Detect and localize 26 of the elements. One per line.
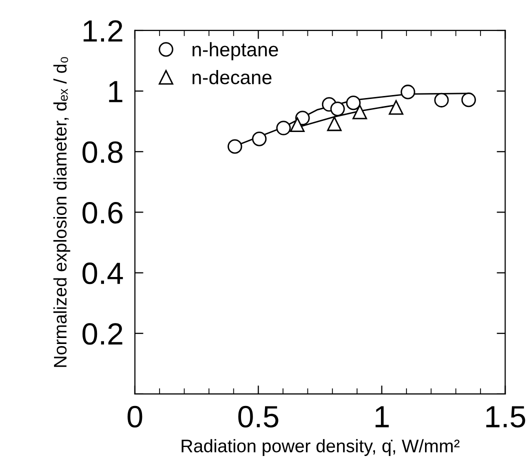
legend-label: n-decane xyxy=(192,70,272,84)
y-tick-label: 1.2 xyxy=(84,20,122,42)
point xyxy=(228,139,242,154)
point xyxy=(400,84,416,100)
legend-label: n-heptane xyxy=(192,42,278,60)
point xyxy=(434,92,449,108)
x-tick-label: 0.5 xyxy=(238,406,278,428)
point xyxy=(330,102,345,116)
point xyxy=(276,120,291,136)
y-tick-label: 0.2 xyxy=(82,323,122,345)
y-tick-label: 0.8 xyxy=(82,141,122,164)
x-tick-label: 1 xyxy=(376,406,389,428)
x-tick-label: 0 xyxy=(128,406,142,428)
point xyxy=(346,96,361,110)
point xyxy=(252,132,267,146)
y-tick-label: 1 xyxy=(109,81,122,102)
y-axis-title: Normalized explosion diameter, dₑₓ / d₀ xyxy=(53,57,70,367)
y-tick-label: 0.4 xyxy=(82,262,123,284)
point xyxy=(461,92,476,108)
point xyxy=(327,116,342,132)
x-axis-title: Radiation power density, q̇, W/mm² xyxy=(182,439,460,456)
x-tick-label: 1.5 xyxy=(486,406,526,428)
point xyxy=(388,100,404,115)
point xyxy=(290,117,305,132)
point xyxy=(352,104,368,120)
y-tick-label: 0.6 xyxy=(82,202,122,224)
